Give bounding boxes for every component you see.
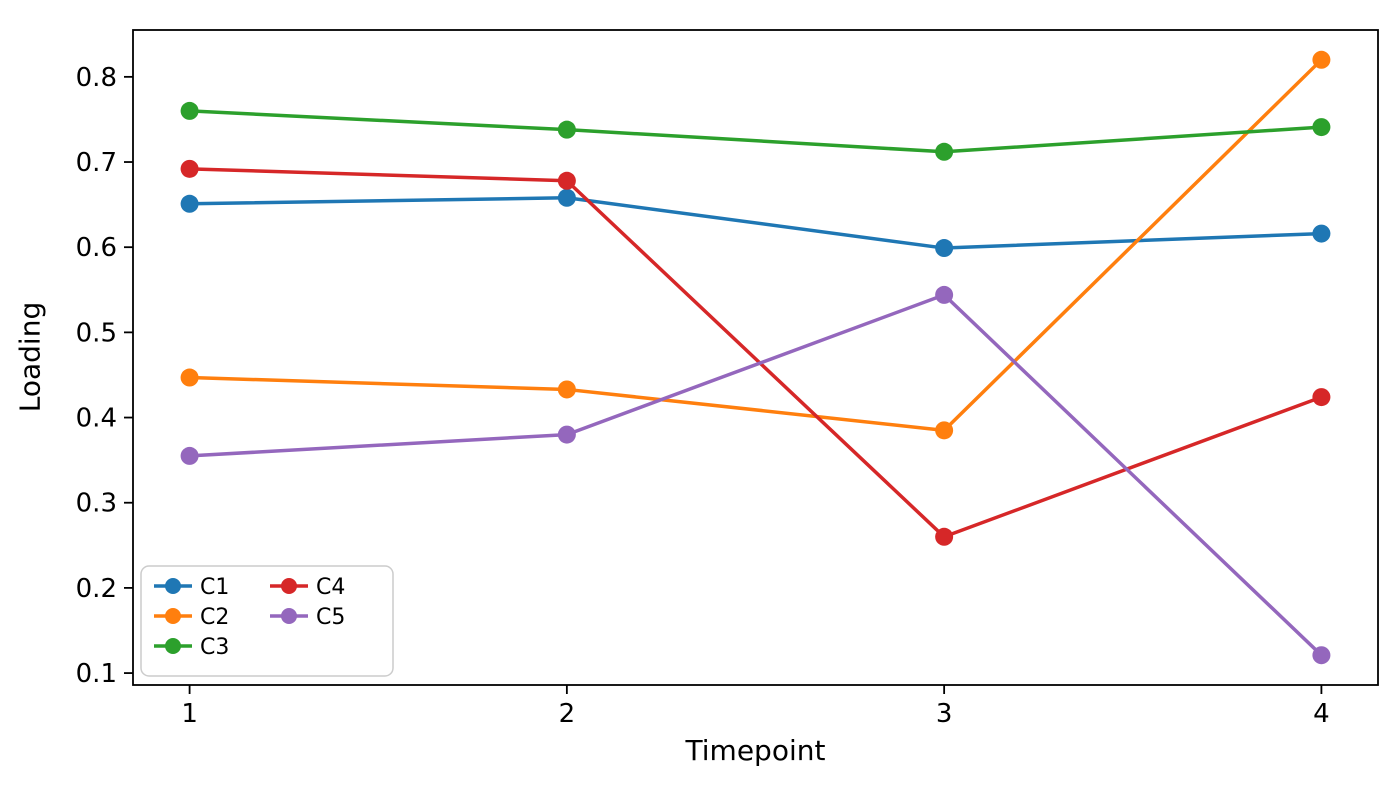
y-tick-label: 0.1 [76, 659, 117, 689]
series-line [189, 196, 1322, 250]
legend-item: C5 [270, 605, 345, 630]
data-point-marker [935, 527, 954, 546]
data-point-marker [557, 120, 576, 139]
legend-item: C1 [154, 575, 229, 600]
legend-marker [165, 608, 181, 624]
y-tick-label: 0.4 [76, 404, 117, 434]
legend-item: C4 [270, 575, 345, 600]
data-point-marker [557, 425, 576, 444]
y-axis-label: Loading [13, 301, 47, 413]
series-line [189, 58, 1323, 433]
series-C3 [180, 101, 1331, 161]
data-point-marker [557, 380, 576, 399]
data-point-marker [1312, 50, 1331, 69]
data-point-marker [180, 194, 199, 213]
legend-label: C5 [316, 605, 345, 630]
series-line [189, 293, 1323, 657]
legend-box [140, 565, 394, 677]
legend-label: C4 [316, 575, 345, 600]
y-tick-label: 0.6 [76, 233, 117, 263]
data-point-marker [1312, 118, 1331, 137]
y-tick-label: 0.8 [76, 63, 117, 93]
legend-label: C3 [200, 635, 229, 660]
data-point-marker [180, 159, 199, 178]
data-point-marker [935, 142, 954, 161]
data-point-marker [180, 368, 199, 387]
x-tick-label: 4 [1313, 699, 1330, 729]
legend-label: C1 [200, 575, 229, 600]
data-point-marker [557, 188, 576, 207]
data-point-marker [935, 239, 954, 258]
axis-ticks: 1 2 3 4 0.1 0.2 0.3 0.4 0.5 0.6 0.7 0.8 [76, 63, 1330, 729]
series-C4 [180, 159, 1331, 546]
legend-marker [165, 578, 181, 594]
plot-border [132, 29, 1379, 686]
data-point-marker [1312, 224, 1331, 243]
x-axis-label: Timepoint [685, 734, 826, 767]
legend-item: C2 [154, 605, 229, 630]
x-tick-label: 2 [559, 699, 576, 729]
legend-label: C2 [200, 605, 229, 630]
legend-item: C3 [154, 635, 229, 660]
data-point-marker [180, 101, 199, 120]
data-point-marker [935, 285, 954, 304]
legend: C1 C2 C3 C4 C5 [140, 565, 394, 677]
y-tick-label: 0.5 [76, 318, 117, 348]
series-line [189, 167, 1323, 539]
series-line [189, 109, 1322, 154]
y-tick-label: 0.3 [76, 489, 117, 519]
x-tick-label: 3 [936, 699, 953, 729]
legend-marker [281, 578, 297, 594]
data-point-marker [1312, 388, 1331, 407]
data-point-marker [935, 421, 954, 440]
x-tick-label: 1 [181, 699, 198, 729]
legend-marker [165, 638, 181, 654]
data-point-marker [180, 446, 199, 465]
series-C5 [180, 285, 1331, 665]
data-point-marker [557, 171, 576, 190]
legend-marker [281, 608, 297, 624]
y-tick-label: 0.2 [76, 574, 117, 604]
series-C1 [180, 188, 1331, 258]
y-tick-label: 0.7 [76, 148, 117, 178]
data-point-marker [1312, 646, 1331, 665]
series-C2 [180, 50, 1331, 440]
